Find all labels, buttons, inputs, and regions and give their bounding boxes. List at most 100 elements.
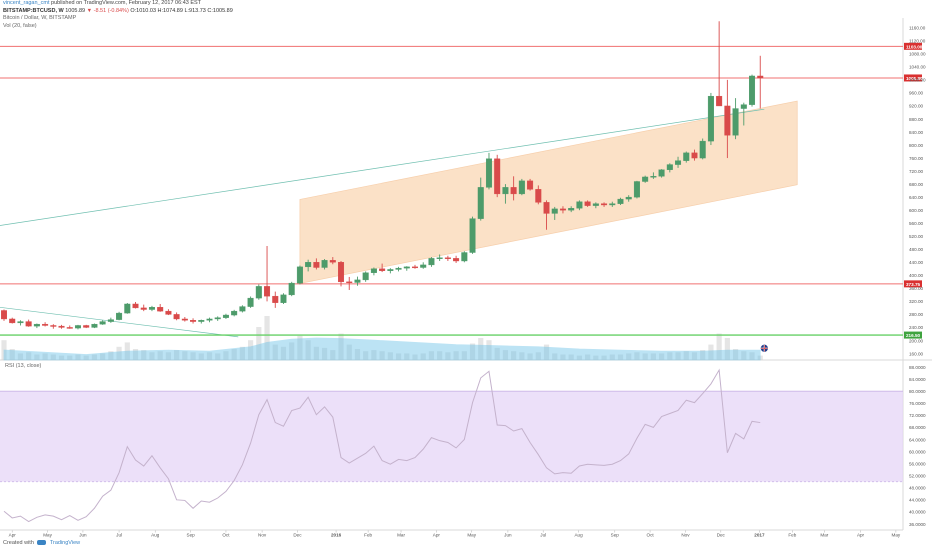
candle-body: [173, 314, 180, 320]
candle-body: [321, 260, 328, 268]
volume-bar: [724, 338, 730, 360]
volume-bar: [691, 352, 698, 360]
volume-bar: [91, 354, 98, 360]
candle-body: [683, 152, 690, 161]
candle-body: [362, 272, 369, 281]
volume-bar: [50, 354, 56, 360]
series-name: Bitcoin / Dollar, W, BITSTAMP: [3, 15, 77, 22]
price-tick-label: 240.00: [909, 325, 923, 330]
volume-bar: [338, 333, 344, 360]
volume-bar: [321, 347, 328, 360]
volume-bar: [198, 353, 204, 360]
volume-bar: [543, 344, 550, 360]
time-tick-label: May: [467, 533, 476, 538]
candle-body: [370, 268, 377, 273]
volume-bar: [67, 355, 73, 360]
volume-bar: [239, 346, 245, 360]
candle-body: [247, 297, 254, 307]
candle-body: [222, 314, 229, 318]
volume-bar: [174, 350, 180, 360]
candle-body: [74, 325, 81, 329]
volume-bar: [354, 349, 361, 360]
rsi-line: [3, 368, 761, 523]
volume-bar: [124, 342, 130, 360]
rsi-tick-label: 56.0000: [909, 461, 926, 466]
level-tag: [904, 280, 922, 288]
volume-bar: [280, 346, 287, 360]
rsi-tick-label: 40.0000: [909, 510, 926, 515]
trend-channel: [0, 100, 798, 338]
footer-brand[interactable]: TradingView: [49, 540, 81, 546]
candle-body: [239, 306, 246, 312]
time-tick-label: Sep: [611, 533, 620, 538]
volume-bar: [650, 353, 656, 360]
symbol-line: BITSTAMP:BTCUSD, W 1005.89 ▼ -8.51 (-0.8…: [3, 8, 903, 16]
volume-bar: [601, 355, 607, 360]
volume-bar: [404, 353, 410, 360]
volume-bar: [330, 350, 336, 360]
volume-bar: [223, 351, 229, 360]
rsi-tick-label: 36.0000: [909, 522, 926, 527]
candle-body: [9, 318, 16, 324]
volume-bar: [346, 344, 352, 360]
volume-bar: [157, 351, 163, 360]
candle-body: [576, 201, 583, 209]
volume-bar: [568, 354, 574, 360]
rsi-tick-label: 76.0000: [909, 401, 926, 406]
candle-body: [592, 203, 599, 206]
candle-body: [157, 307, 164, 312]
rsi-tick-label: 88.0000: [909, 365, 926, 370]
time-tick-label: Dec: [293, 533, 302, 538]
time-tick-label: 2017: [754, 533, 765, 538]
candle-body: [132, 303, 139, 309]
candle-body: [675, 160, 682, 165]
volume-bar: [585, 354, 591, 360]
chart-panes: [0, 18, 932, 530]
candle-body: [551, 208, 558, 214]
trendline: [0, 306, 239, 338]
time-tick-label: 2016: [331, 533, 342, 538]
candle-body: [305, 262, 312, 268]
volume-bar: [190, 352, 196, 360]
author-link[interactable]: vincent_ragan_cmt: [3, 0, 50, 6]
volume-bar: [297, 335, 303, 360]
rsi-indicator-label: RSI (13, close): [5, 363, 42, 369]
time-tick-label: Sep: [187, 533, 196, 538]
volume-bar: [108, 351, 114, 360]
level-tag-label: 1005.89: [906, 76, 923, 81]
channel-area: [299, 100, 798, 284]
candle-body: [66, 327, 73, 329]
volume-bar: [9, 349, 15, 360]
volume-bar: [453, 351, 459, 360]
volume-bar: [165, 352, 171, 360]
time-tick-label: Dec: [717, 533, 726, 538]
candle-body: [724, 105, 731, 136]
volume-bar: [535, 352, 541, 360]
time-tick-label: Apr: [9, 533, 17, 538]
volume-bar: [75, 354, 81, 360]
volume-bar: [576, 355, 582, 360]
volume-bar: [593, 355, 599, 360]
volume-bar: [519, 352, 525, 360]
rsi-tick-label: 68.0000: [909, 425, 926, 430]
time-tick-label: Apr: [433, 533, 441, 538]
candle-body: [288, 282, 295, 296]
candle-body: [231, 310, 238, 316]
candle-body: [264, 286, 271, 297]
last-price: 1005.89: [65, 7, 86, 14]
candle-body: [691, 152, 698, 159]
chart-header: vincent_ragan_cmt published on TradingVi…: [3, 0, 903, 30]
volume-bar: [732, 349, 739, 360]
candle-body: [749, 75, 756, 105]
candle-body: [338, 262, 345, 283]
candle-body: [494, 158, 501, 195]
candle-body: [559, 208, 566, 211]
rsi-tick-label: 80.0000: [909, 389, 926, 394]
candle-body: [329, 260, 336, 263]
symbol[interactable]: BITSTAMP:BTCUSD, W: [3, 7, 64, 14]
price-tick-label: 200.00: [909, 338, 923, 343]
volume-bar: [700, 350, 706, 360]
volume-bars: [1, 316, 763, 361]
candle-body: [699, 140, 706, 159]
